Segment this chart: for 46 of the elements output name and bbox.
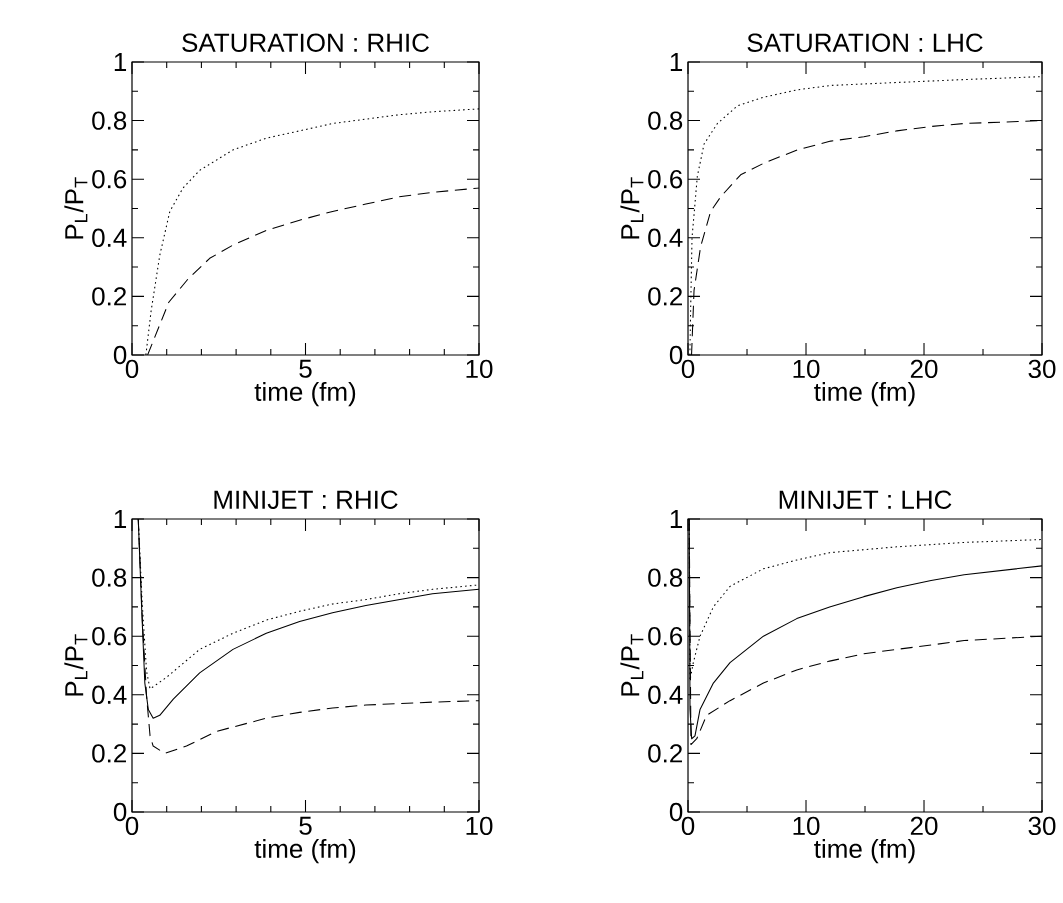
y-tick-label: 0.8 — [92, 568, 127, 587]
y-axis-title: P$_{L}$/P$_{T}$ — [620, 634, 644, 696]
y-tick-label: 1 — [114, 510, 127, 528]
y-tick-label: 1 — [670, 53, 683, 71]
x-axis-title: time (fm) — [814, 381, 915, 407]
y-tick-label: 0 — [669, 345, 683, 365]
y-tick-label: 0.8 — [648, 111, 683, 130]
y-tick-label: 0.6 — [92, 627, 127, 646]
chart-title: SATURATION : RHIC — [182, 33, 429, 52]
x-tick-label: 30 — [1028, 816, 1056, 836]
x-tick-label: 20 — [910, 359, 938, 379]
y-tick-label: 0 — [669, 802, 683, 822]
y-tick-label: 1 — [114, 53, 127, 71]
y-tick-label: 0.6 — [648, 169, 683, 189]
y-tick-label: 1 — [670, 510, 683, 528]
y-tick-label: 0.6 — [92, 169, 127, 189]
y-axis-title: P$_{L}$/P$_{T}$ — [620, 177, 644, 239]
y-tick-label: 0 — [113, 345, 127, 365]
y-axis-title: P$_{L}$/P$_{T}$ — [64, 634, 88, 696]
x-tick-label: 10 — [466, 359, 493, 379]
x-tick-label: 20 — [910, 816, 938, 836]
y-tick-label: 0.4 — [648, 685, 683, 704]
chart-title: MINIJET : LHC — [779, 490, 952, 509]
x-tick-label: 5 — [299, 359, 312, 378]
y-tick-label: 0.4 — [92, 685, 127, 704]
y-axis-title: P$_{L}$/P$_{T}$ — [64, 177, 88, 239]
y-tick-label: 0.8 — [92, 111, 127, 130]
x-tick-label: 5 — [299, 816, 312, 835]
y-tick-label: 0.8 — [648, 568, 683, 587]
x-axis-title: time (fm) — [254, 838, 356, 864]
x-tick-label: 10 — [793, 359, 820, 379]
x-tick-label: 30 — [1028, 359, 1056, 379]
y-tick-label: 0.4 — [648, 228, 683, 247]
x-axis-title: time (fm) — [814, 838, 915, 864]
x-tick-label: 10 — [466, 816, 493, 836]
y-tick-label: 0.2 — [648, 287, 682, 306]
chart-title: SATURATION : LHC — [747, 33, 983, 52]
y-tick-label: 0.4 — [92, 228, 127, 247]
x-tick-label: 10 — [793, 816, 820, 836]
chart-title: MINIJET : RHIC — [214, 490, 398, 509]
y-tick-label: 0.6 — [648, 627, 683, 646]
y-tick-label: 0 — [113, 802, 127, 822]
x-axis-title: time (fm) — [254, 381, 356, 407]
y-tick-label: 0.2 — [92, 744, 126, 763]
y-tick-label: 0.2 — [92, 287, 126, 306]
y-tick-label: 0.2 — [648, 744, 682, 763]
